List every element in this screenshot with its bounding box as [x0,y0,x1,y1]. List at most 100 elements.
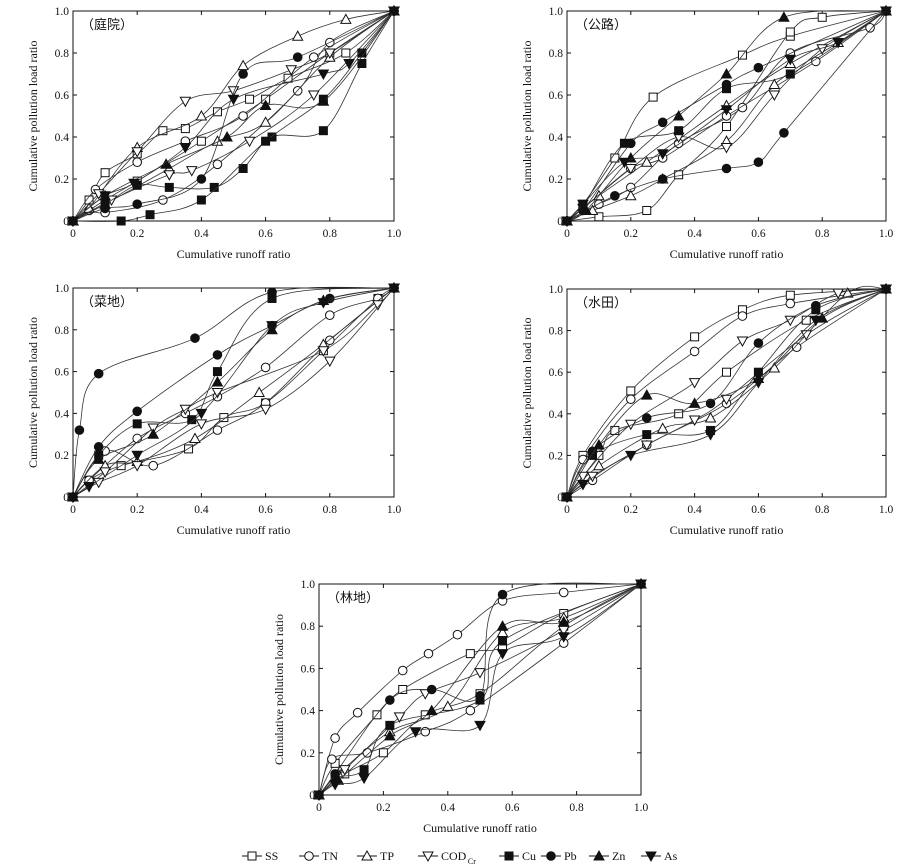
data-point-as [577,199,589,211]
data-point-cu [498,636,508,646]
data-point-tp [253,386,266,397]
data-point-tn [308,52,319,63]
data-point-cod [227,86,240,97]
x-tick-label: 0.2 [624,228,639,240]
data-point-tp [195,109,208,121]
x-tick-label: 0.8 [323,504,338,516]
legend-label: TN [322,849,338,863]
data-point-zn [778,11,790,22]
series-line-cu [72,10,395,222]
series-line-cod [566,288,887,498]
series-line-pb [566,288,887,498]
panel-title: （公路） [575,17,627,32]
data-point-pb [753,62,764,73]
legend-item-tn: TN [299,849,338,863]
data-point-cu [674,126,684,136]
data-point-as [99,191,111,202]
data-point-tn [212,159,223,170]
data-point-tp [593,459,605,471]
series-line-cod [72,287,395,498]
data-point-pb [641,413,652,423]
data-point-as [704,430,717,441]
data-point-as [809,315,822,327]
data-point-cod [185,166,198,177]
data-point-as [720,105,733,116]
data-point-cu [385,720,395,730]
data-point-tn [865,23,875,33]
data-point-cod [259,404,272,416]
series-line-tp [72,10,395,222]
data-point-pb [497,589,508,600]
y-tick-label: 0.8 [549,326,564,338]
data-point-as [624,450,637,462]
data-point-pb [721,163,732,174]
data-point-as [83,482,95,493]
data-point-tn [423,648,434,659]
series-line-ss [566,288,887,498]
data-point-cu [132,419,142,429]
data-point-pb [196,174,207,184]
data-point-ss [722,122,731,131]
legend-item-zn: Zn [589,849,625,863]
y-tick-label: 0.4 [55,132,70,144]
data-point-zn [640,389,653,400]
x-tick-label: 0.6 [258,228,273,240]
x-tick-label: 1.0 [387,504,402,516]
data-point-tp [237,59,249,71]
y-tick-label: 0.8 [55,48,70,60]
panel-title: （庭院） [81,17,133,32]
data-point-ss [378,748,388,758]
x-tick-label: 0.8 [569,802,584,814]
data-point-ss [398,685,408,694]
legend-label-subscript: Cr [468,857,476,866]
x-tick-label: 1.0 [387,228,402,240]
data-point-pb [100,203,110,214]
x-axis-label: Cumulative runoff ratio [670,247,784,261]
data-point-as [784,54,797,66]
data-point-as [561,216,573,228]
series-line-as [566,10,887,222]
data-point-zn [720,67,733,79]
data-point-ss [722,367,731,377]
data-point-as [67,216,79,228]
data-point-cod [338,765,351,776]
chart-panel-3: 0 0.2 0.4 0.6 0.8 1.0 0 0.2 0.4 0.6 0.8 1.0 Cumulati… [26,281,402,537]
data-point-cu [116,216,126,226]
data-point-pb [753,157,764,167]
legend-marker-tn [304,851,314,861]
data-point-cu [785,69,795,79]
data-point-tn [737,102,748,113]
data-point-cod [323,48,336,60]
data-point-zn [383,729,396,741]
data-point-zn [688,397,701,408]
series-line-tn [566,288,887,498]
data-point-as [266,321,278,332]
legend-item-ss: SS [242,849,278,863]
data-point-as [832,38,844,49]
data-point-pb [330,769,340,779]
y-tick-label: 1.0 [301,579,316,591]
data-point-ss [801,315,811,325]
data-point-as [409,727,422,738]
data-point-zn [496,620,509,631]
y-tick-label: 0.8 [549,48,564,60]
data-point-cu [209,182,219,192]
data-point-pb [705,398,716,409]
y-tick-label: 1.0 [549,6,564,18]
data-point-as [474,720,486,732]
plot-frame [318,583,642,796]
data-point-as [752,378,765,389]
data-point-cod [474,668,486,679]
data-point-cod [393,712,406,723]
y-axis-label: Cumulative pollution load ratio [26,41,40,192]
data-point-cu [145,210,155,220]
legend-marker-zn [593,849,605,861]
data-point-ss [785,290,795,300]
data-point-ss [648,92,658,102]
legend-marker-ss [247,851,257,861]
x-tick-label: 0 [70,228,76,240]
x-axis-label: Cumulative runoff ratio [177,247,291,261]
data-point-as [128,178,140,190]
data-point-cod [736,336,749,348]
